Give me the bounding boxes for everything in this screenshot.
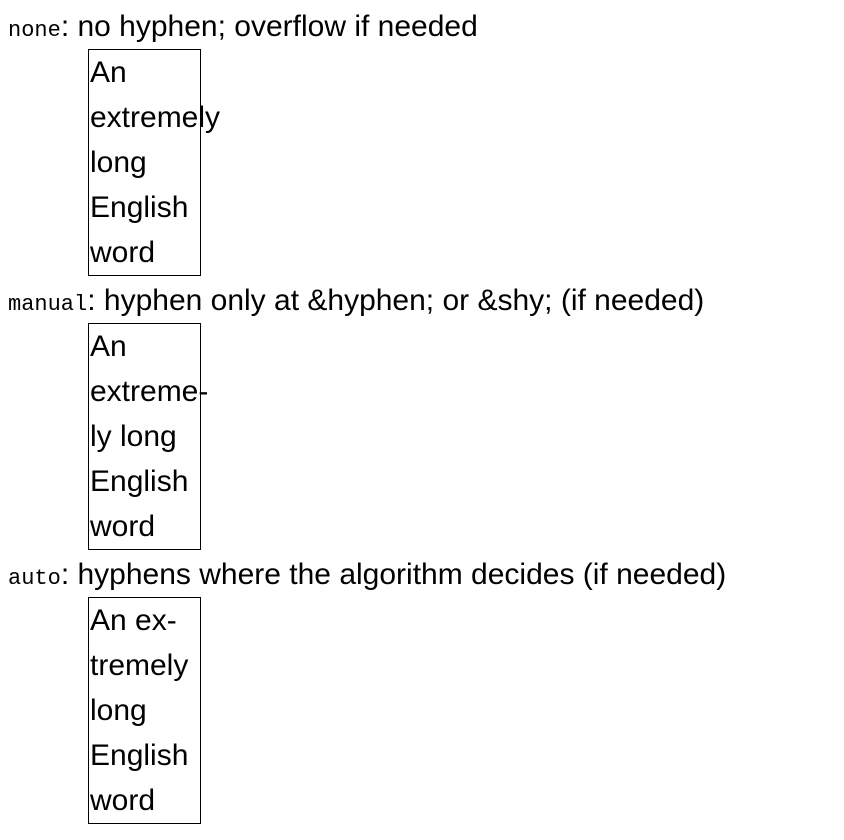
keyword-label: manual: [8, 292, 88, 317]
text-line: word: [90, 236, 156, 269]
example-box-manual: An extreme- ly long English word: [88, 323, 208, 550]
text-line: English: [90, 739, 189, 772]
text-line: An ex-: [90, 604, 177, 637]
text-line: An: [90, 330, 127, 363]
example-box-auto: An ex- tremely long English word: [88, 597, 201, 824]
text-line: English: [90, 465, 189, 498]
example-box-none: An extremely long English word: [88, 49, 220, 276]
text-line: extreme-: [90, 375, 209, 408]
keyword-label: auto: [8, 566, 61, 591]
keyword-label: none: [8, 18, 61, 43]
text-line: An: [90, 56, 127, 89]
text-line: long: [90, 694, 147, 727]
description-text: : hyphen only at &hyphen; or &shy; (if n…: [87, 284, 705, 317]
description-text: : no hyphen; overflow if needed: [60, 10, 478, 43]
text-line: tremely: [90, 649, 189, 682]
section-heading-manual: manual: hyphen only at &hyphen; or &shy;…: [8, 278, 704, 323]
text-line: extremely: [90, 101, 221, 134]
text-line: word: [90, 784, 156, 817]
text-line: word: [90, 510, 156, 543]
section-heading-none: none: no hyphen; overflow if needed: [8, 4, 478, 49]
description-text: : hyphens where the algorithm decides (i…: [60, 558, 727, 591]
text-line: English: [90, 191, 189, 224]
text-line: ly long: [90, 420, 177, 453]
section-heading-auto: auto: hyphens where the algorithm decide…: [8, 552, 726, 597]
text-line: long: [90, 146, 147, 179]
